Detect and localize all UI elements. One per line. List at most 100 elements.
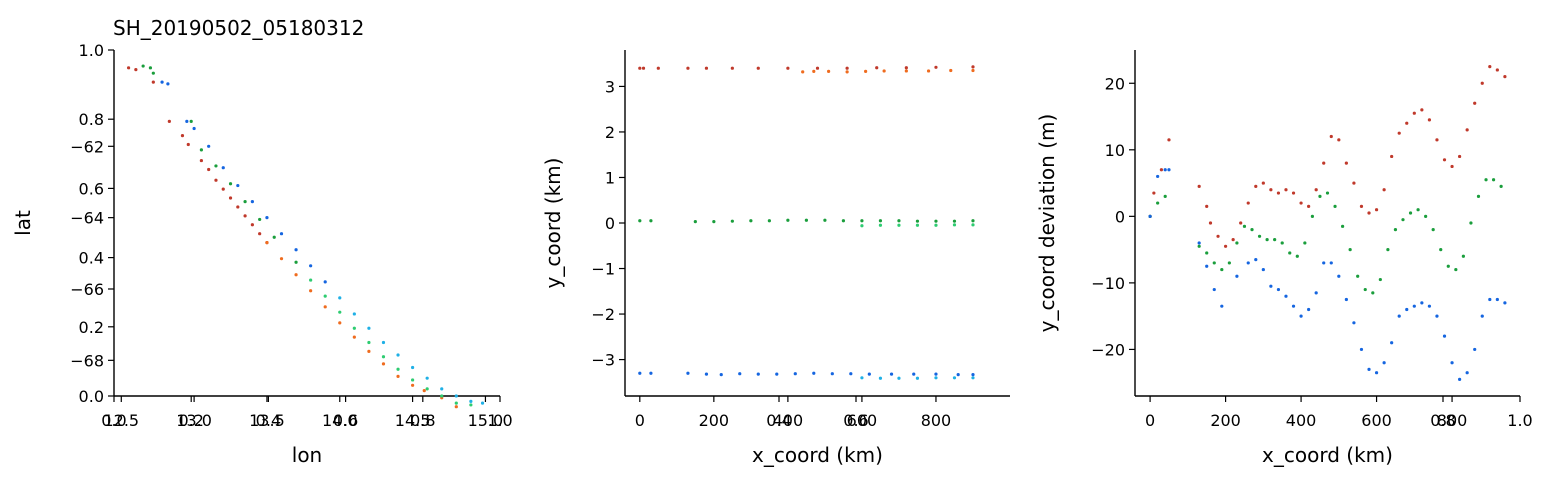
data-point (1435, 314, 1439, 318)
data-point (1337, 138, 1341, 142)
overlay-y-tick-label: 0.6 (79, 179, 104, 198)
data-point (480, 401, 485, 405)
data-point (956, 373, 960, 377)
data-point (454, 405, 458, 409)
data-point (1488, 65, 1492, 69)
data-point (804, 218, 808, 222)
data-point (1446, 264, 1450, 268)
data-point (294, 260, 298, 264)
data-point (823, 218, 827, 222)
x-tick-label: 400 (773, 411, 804, 430)
data-point (1401, 218, 1405, 222)
x-tick-label: 800 (921, 411, 952, 430)
overlay-x-tick-label: 0.0 (101, 411, 126, 430)
data-point (1405, 121, 1409, 125)
data-point (1473, 101, 1477, 105)
data-point (756, 66, 760, 70)
data-point (1439, 248, 1443, 252)
data-point (1337, 274, 1341, 278)
data-point (971, 219, 975, 223)
data-point (971, 65, 975, 69)
y-tick-label: 10 (1105, 141, 1125, 160)
data-point (1254, 257, 1258, 262)
data-point (1322, 261, 1326, 265)
y-tick-label: −20 (1091, 340, 1125, 359)
data-point (1288, 251, 1292, 255)
x-tick-label: 0 (1145, 411, 1155, 430)
overlay-x-tick-label: 0.6 (333, 411, 358, 430)
data-point (243, 199, 247, 204)
data-point (730, 219, 734, 223)
data-point (323, 294, 327, 298)
data-point (867, 372, 871, 376)
data-point (454, 394, 458, 398)
data-point (228, 196, 233, 200)
data-point (1307, 204, 1311, 208)
x-tick-label: 13.5 (249, 411, 285, 430)
data-point (912, 372, 916, 376)
data-point (649, 371, 653, 375)
data-point (1367, 367, 1371, 371)
data-point (904, 66, 908, 70)
y-axis-label: y_coord deviation (m) (1035, 114, 1059, 333)
data-point (704, 372, 709, 376)
data-point (199, 158, 203, 163)
data-point (1318, 194, 1322, 198)
x-axis-label: lon (292, 443, 322, 467)
data-point (1254, 184, 1258, 189)
data-point (934, 219, 938, 223)
data-point (878, 219, 883, 223)
data-point (1152, 191, 1156, 195)
data-point (250, 199, 254, 204)
data-point (878, 376, 883, 380)
x-tick-label: 12.5 (103, 411, 139, 430)
data-point (352, 326, 356, 330)
y-tick-label: 2 (605, 123, 615, 142)
data-point (864, 69, 868, 73)
data-point (1374, 371, 1379, 375)
data-point (189, 119, 193, 123)
data-point (1442, 334, 1447, 338)
x-axis-label: x_coord (km) (1262, 443, 1393, 467)
data-point (952, 219, 957, 223)
data-point (199, 148, 203, 152)
data-point (1239, 221, 1243, 225)
data-point (934, 223, 938, 227)
data-point (1458, 377, 1462, 381)
data-point (381, 362, 386, 366)
data-point (1356, 274, 1360, 278)
data-point (1344, 297, 1348, 302)
data-point (1231, 238, 1235, 242)
data-point (1276, 191, 1281, 195)
data-point (1359, 204, 1364, 208)
data-point (1352, 321, 1356, 325)
data-point (845, 70, 849, 74)
data-point (425, 387, 429, 391)
data-point (1156, 174, 1160, 179)
data-point (1378, 277, 1382, 282)
overlay-x-tick-label: 1.0 (1507, 411, 1532, 430)
data-point (693, 220, 697, 224)
data-point (272, 235, 276, 239)
data-point (207, 144, 211, 148)
data-point (1148, 214, 1152, 218)
data-point (749, 219, 753, 223)
y-tick-label: −66 (70, 280, 104, 299)
data-point (151, 71, 155, 75)
data-point (180, 134, 185, 138)
data-point (250, 223, 254, 227)
data-point (207, 167, 211, 172)
data-point (422, 389, 426, 393)
data-point (258, 217, 262, 222)
data-point (126, 66, 131, 70)
data-point (1390, 341, 1394, 345)
data-point (786, 66, 790, 70)
data-point (1322, 161, 1326, 165)
data-point (1310, 214, 1315, 218)
data-point (214, 164, 218, 168)
data-point (338, 321, 342, 325)
data-point (1367, 211, 1371, 215)
data-point (1205, 204, 1209, 208)
data-point (1491, 178, 1496, 182)
data-point (454, 401, 458, 405)
